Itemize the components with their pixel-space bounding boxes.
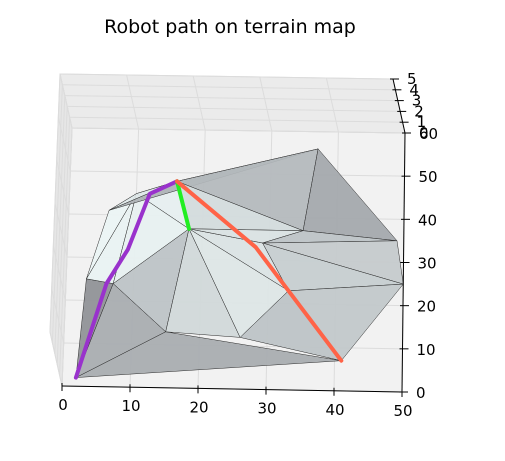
z-grid-line <box>71 127 406 134</box>
z-tick-label: 5 <box>407 70 417 88</box>
x-grid-line-back <box>126 74 140 130</box>
robot-path-line <box>175 179 191 231</box>
z-grid-line-side <box>51 84 63 343</box>
x-tick-label: 50 <box>393 402 412 420</box>
terrain-face <box>75 331 342 378</box>
robot-path-line <box>175 179 344 363</box>
x-tick-label: 20 <box>189 398 208 416</box>
x-tick-label: 30 <box>257 400 276 418</box>
y-tick-label: 0 <box>416 384 426 402</box>
x-grid-line-back <box>259 76 273 132</box>
z-grid-line <box>64 95 398 102</box>
z-tick-label: 0 <box>419 124 429 142</box>
x-axis-line <box>61 385 403 393</box>
x-tick-label: 40 <box>325 401 344 419</box>
robot-path-line <box>73 179 179 380</box>
x-grid-line-back <box>325 77 339 133</box>
x-tick-label: 10 <box>121 397 140 415</box>
y-tick-label: 60 <box>419 125 438 143</box>
z-grid-line-side <box>61 127 73 387</box>
x-tick-label: 0 <box>58 396 68 414</box>
z-tick-label: 2 <box>414 102 424 120</box>
z-tick-label: 3 <box>412 92 422 110</box>
y-tick-label: 20 <box>417 298 436 316</box>
z-tick-label: 1 <box>417 113 427 131</box>
y-tick-label: 50 <box>419 168 438 186</box>
z-grid-line-side <box>59 117 71 376</box>
y-tick-label: 40 <box>418 211 437 229</box>
z-grid-line <box>69 116 403 123</box>
z-axis-line <box>392 78 406 134</box>
y-tick-label: 10 <box>417 341 436 359</box>
z-grid-line <box>59 73 394 80</box>
z-grid-line-side <box>56 106 68 365</box>
z-tick-label: 4 <box>409 81 419 99</box>
x-grid-line-back <box>192 75 206 131</box>
z-grid-line-side <box>54 95 66 354</box>
y-tick-label: 30 <box>418 255 437 273</box>
z-grid-line <box>67 105 401 112</box>
robot-paths <box>73 179 344 380</box>
z-grid-line <box>62 84 396 91</box>
chart-title: Robot path on terrain map <box>104 16 356 38</box>
back-pane <box>59 73 406 134</box>
z-grid-line-side <box>49 73 61 333</box>
terrain-surface <box>75 148 404 378</box>
